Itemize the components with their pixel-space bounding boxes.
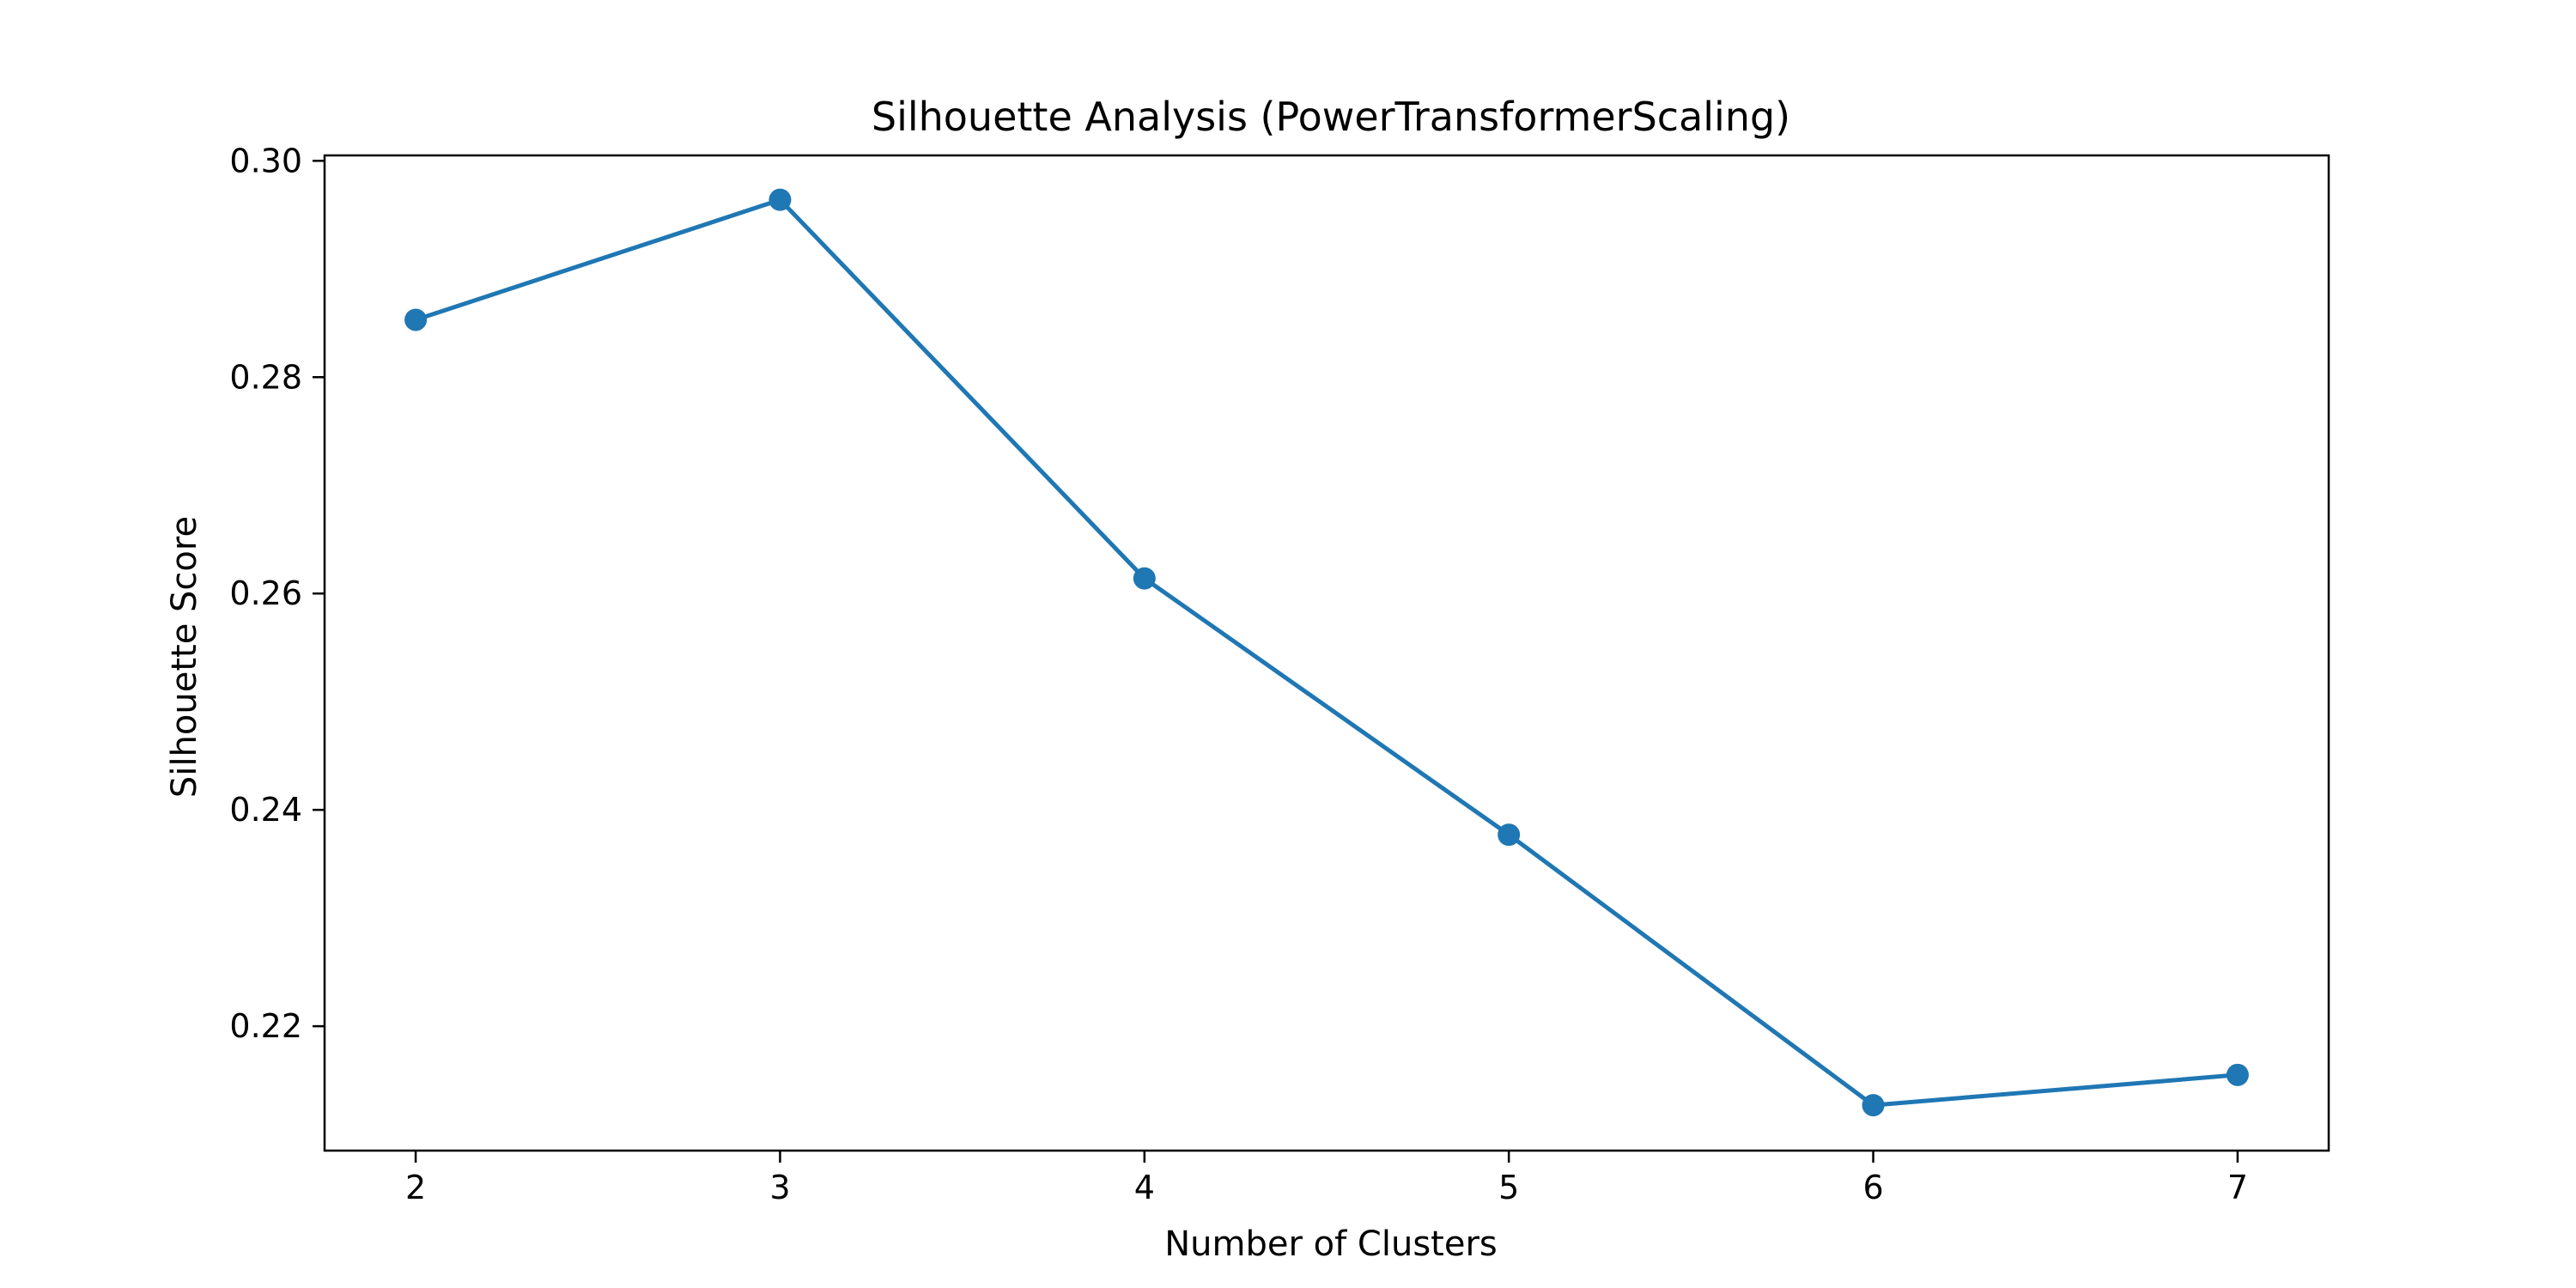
x-axis-ticks: 2 3 4 5 6 7 [405, 1151, 2248, 1206]
y-axis-label: Silhouette Score [165, 516, 204, 798]
data-point [1862, 1094, 1885, 1117]
y-tick-label: 0.24 [229, 791, 302, 829]
data-point [1498, 823, 1521, 847]
y-axis-ticks: 0.22 0.24 0.26 0.28 0.30 [229, 142, 325, 1045]
x-tick-label: 3 [769, 1169, 790, 1206]
x-tick-label: 6 [1862, 1169, 1883, 1206]
data-point [2226, 1063, 2249, 1086]
x-axis-label: Number of Clusters [1164, 1224, 1497, 1264]
data-point [769, 188, 792, 211]
x-tick-label: 7 [2227, 1169, 2248, 1206]
chart-title: Silhouette Analysis (PowerTransformerSca… [872, 94, 1790, 140]
x-tick-label: 5 [1498, 1169, 1519, 1206]
y-tick-label: 0.22 [229, 1007, 302, 1045]
plot-area-frame [323, 154, 2330, 1152]
series-line [413, 197, 2240, 1108]
y-tick-label: 0.26 [229, 574, 302, 612]
data-point [404, 308, 428, 331]
y-tick-label: 0.30 [229, 142, 302, 179]
x-tick-label: 4 [1134, 1169, 1155, 1206]
data-point [1133, 567, 1156, 590]
y-tick-label: 0.28 [229, 358, 302, 396]
series-layer [404, 188, 2249, 1117]
x-tick-label: 2 [405, 1169, 426, 1206]
